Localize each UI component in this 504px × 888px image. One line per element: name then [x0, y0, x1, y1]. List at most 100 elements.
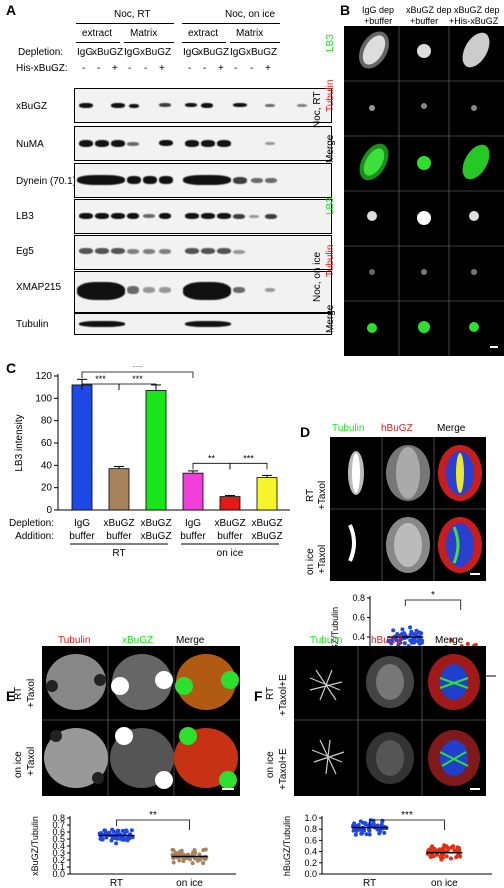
his-4: - — [128, 63, 132, 74]
f-row1-a: RT — [265, 686, 276, 700]
dep-igg-1: IgG — [77, 47, 94, 58]
panel-d-microscopy — [330, 437, 486, 581]
chart-f-point-1-53 — [449, 845, 454, 850]
chart-f-sig-label: *** — [401, 810, 413, 821]
b-row-merge-ice: Merge — [325, 304, 336, 333]
dep-xbugz-1: xBuGZ — [92, 47, 124, 58]
chart-e-ytick-label-6: 0.6 — [52, 827, 65, 837]
c-sig-label-2: *** — [132, 366, 143, 372]
chart-e-point-0-5 — [114, 841, 119, 846]
chart-e-point-1-27 — [203, 847, 208, 852]
c-sig-bracket-2 — [81, 371, 194, 378]
chart-d-point-1-50 — [449, 638, 454, 643]
chart-d-point-0-30 — [402, 641, 407, 646]
chart-f-point-1-37 — [448, 856, 453, 861]
chart-f-ytick-label-4: 0.8 — [304, 824, 317, 834]
chart-d-point-0-31 — [396, 642, 401, 647]
chart-f-point-1-30 — [455, 845, 460, 850]
c-ytick-label-2: 40 — [41, 460, 53, 471]
e-head-xbugz: xBuGZ — [122, 635, 154, 646]
f-head-merge: Merge — [435, 635, 464, 646]
d-row2-a: on ice — [305, 548, 316, 575]
chart-e-ytick-label-0: 0.0 — [52, 869, 65, 879]
f-row2-b: +Taxol+E — [278, 748, 289, 790]
chart-d-point-1-12 — [465, 641, 470, 646]
chart-f-point-1-36 — [452, 848, 457, 853]
c-add-1: buffer — [106, 531, 132, 542]
chart-f-point-1-29 — [428, 854, 433, 859]
chart-d-point-0-19 — [408, 625, 413, 630]
chart-e-point-0-16 — [115, 836, 120, 841]
e-row2-a: on ice — [13, 751, 24, 778]
c-sig-bracket-1 — [118, 383, 157, 390]
e-head-tubulin: Tubulin — [58, 635, 91, 646]
chart-d-ytick-label-2: 0.4 — [352, 632, 365, 642]
c-ylabel: LB3 intensity — [14, 414, 25, 471]
c-dep-1: xBuGZ — [103, 518, 134, 529]
chart-e-ytick-label-8: 0.8 — [52, 813, 65, 823]
chart-e-point-0-51 — [102, 828, 107, 833]
chart-e-ytick-label-3: 0.3 — [52, 848, 65, 858]
dep-xbugz-4: xBuGZ — [246, 47, 278, 58]
chart-d-point-0-29 — [391, 628, 396, 633]
his-2: - — [97, 63, 101, 74]
b-row-tub-ice: Tubulin — [325, 244, 336, 277]
blot-label-xmap215: XMAP215 — [16, 282, 62, 293]
panel-label-f: F — [254, 688, 263, 704]
c-bar-1 — [108, 468, 130, 511]
c-group-ice: on ice — [217, 548, 244, 559]
chart-f-ylabel: hBuGZ/Tubulin — [282, 816, 292, 876]
chart-e-ytick-label-1: 0.1 — [52, 862, 65, 872]
c-add-5: xBuGZ — [251, 531, 282, 542]
c-sig-bracket-3 — [192, 462, 231, 470]
blot-numa — [74, 126, 332, 161]
his-12: + — [265, 63, 271, 74]
f-row2-a: on ice — [265, 751, 276, 778]
chart-e-point-0-21 — [124, 828, 129, 833]
chart-e-point-1-25 — [190, 861, 195, 866]
blot-label-dynein: Dynein (70.1) — [16, 176, 77, 187]
c-add-3: buffer — [180, 531, 206, 542]
e-row1-a: RT — [13, 686, 24, 700]
b-row-lb3-rt: LB3 — [325, 34, 336, 52]
b-row-lb3-ice: LB3 — [325, 197, 336, 215]
his-5: - — [144, 63, 148, 74]
extract-line-ice — [182, 42, 226, 43]
chart-e-sig-label: ** — [149, 810, 157, 821]
chart-d-point-0-52 — [411, 638, 416, 643]
chart-e-point-1-6 — [171, 860, 176, 865]
chart-c: 0 20 40 60 80 100 120 LB3 intensity IgG buffer xBu… — [9, 366, 290, 559]
c-sig-label-4: *** — [243, 453, 254, 463]
c-dep-4: xBuGZ — [214, 518, 245, 529]
col2-line2: +buffer — [410, 16, 439, 26]
c-sig-label-1: *** — [132, 374, 143, 384]
chart-e-point-0-53 — [99, 836, 104, 841]
panel-label-e: E — [6, 688, 16, 704]
d-head-merge: Merge — [437, 423, 466, 434]
c-bar-2 — [145, 390, 167, 511]
c-bar-3 — [182, 472, 204, 511]
blot-lb3 — [74, 199, 332, 234]
blot-tubulin — [74, 313, 332, 335]
matrix-label-ice: Matrix — [236, 28, 264, 39]
chart-d-point-0-47 — [410, 631, 415, 636]
his-10: - — [234, 63, 238, 74]
e-row1-b: +Taxol — [26, 678, 37, 708]
chart-f-point-0-37 — [360, 830, 365, 835]
chart-e-point-1-37 — [177, 858, 182, 863]
col1-line1: IgG dep — [362, 5, 395, 15]
chart-d-point-0-44 — [414, 628, 419, 633]
col2-line1: xBuGZ dep — [406, 5, 452, 15]
panel-b-microscopy — [344, 26, 504, 356]
chart-f-point-0-41 — [366, 827, 371, 832]
chart-d-point-0-42 — [400, 627, 405, 632]
chart-d-point-0-48 — [419, 640, 424, 645]
chart-e-point-1-30 — [201, 861, 206, 866]
chart-d-ytick-label-3: 0.6 — [352, 613, 365, 623]
blot-label-eg5: Eg5 — [16, 246, 34, 257]
dep-xbugz-2: xBuGZ — [140, 47, 172, 58]
chart-d-point-0-43 — [417, 630, 422, 635]
chart-d-point-0-53 — [399, 632, 404, 637]
chart-d-point-0-40 — [416, 639, 421, 644]
his-1: - — [82, 63, 86, 74]
